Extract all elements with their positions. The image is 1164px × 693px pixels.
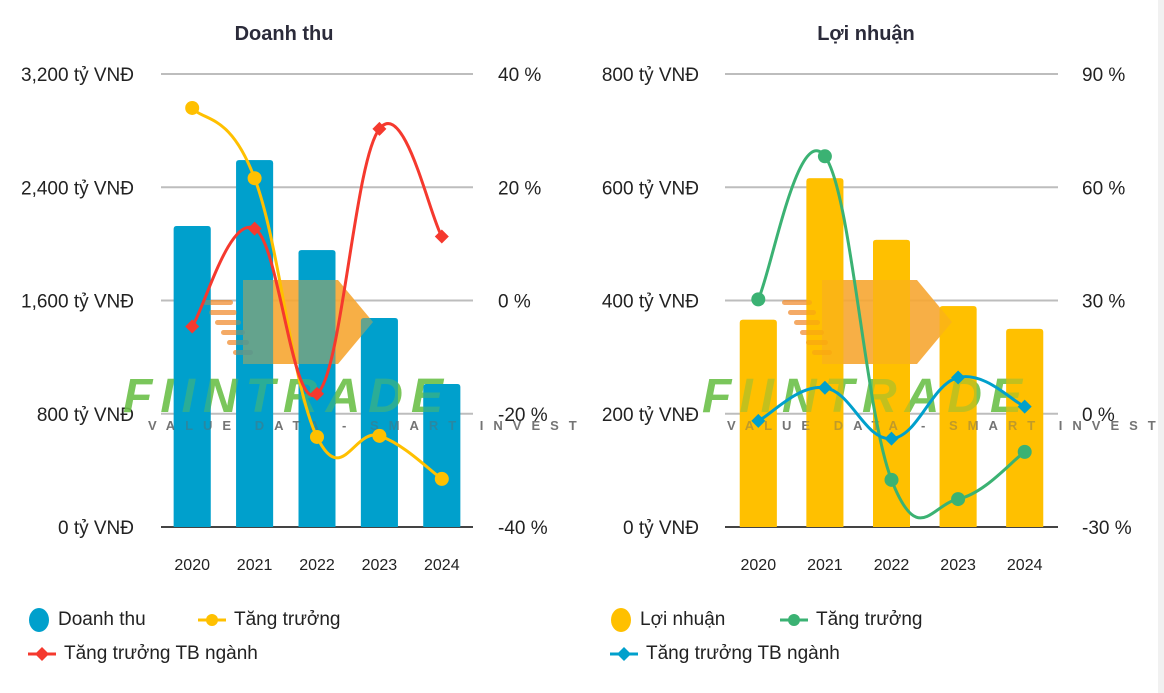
data-point[interactable] — [310, 386, 324, 401]
legend-label: Tăng trưởng TB ngành — [646, 643, 840, 664]
x-tick-label: 2023 — [362, 557, 398, 574]
legend-item[interactable]: Tăng trưởng TB ngành — [28, 641, 258, 667]
y-right-tick-label: 90 % — [1082, 65, 1125, 86]
legend-label: Tăng trưởng TB ngành — [64, 643, 258, 664]
legend-line-diamond-icon — [610, 647, 638, 661]
data-point[interactable] — [185, 100, 200, 115]
y-left-tick-label: 800 tỷ VNĐ — [37, 405, 134, 426]
y-left-tick-label: 0 tỷ VNĐ — [623, 518, 699, 539]
legend-item[interactable]: Tăng trưởng — [198, 607, 341, 633]
x-tick-label: 2021 — [237, 557, 273, 574]
bar-overlay — [173, 226, 211, 527]
data-point[interactable] — [1017, 399, 1032, 414]
bar-overlay — [939, 306, 977, 527]
data-point[interactable] — [372, 428, 387, 443]
legend-label: Tăng trưởng — [234, 609, 341, 630]
legend-item[interactable]: Tăng trưởng — [780, 607, 923, 633]
x-tick-label: 2024 — [1007, 557, 1043, 574]
y-left-tick-label: 400 tỷ VNĐ — [602, 292, 699, 313]
revenue-chart-panel: Doanh thu 0 tỷ VNĐ 800 tỷ VNĐ 1,600 tỷ VNĐ 2… — [0, 0, 580, 693]
chart-title: Lợi nhuận — [817, 23, 915, 45]
y-left-tick-label: 0 tỷ VNĐ — [58, 518, 134, 539]
y-right-tick-label: -40 % — [498, 518, 548, 539]
legend-label: Tăng trưởng — [816, 609, 923, 630]
data-point[interactable] — [817, 149, 832, 164]
watermark-dot — [782, 300, 812, 305]
data-point[interactable] — [434, 229, 449, 244]
profit-chart-panel: Lợi nhuận 0 tỷ VNĐ 200 tỷ VNĐ 400 tỷ VNĐ 600… — [582, 0, 1162, 693]
x-tick-label: 2024 — [424, 557, 460, 574]
data-point[interactable] — [951, 492, 966, 507]
bar-overlay — [806, 178, 844, 527]
y-right-tick-label: 60 % — [1082, 178, 1125, 199]
legend-label: Lợi nhuận — [640, 609, 726, 630]
data-point[interactable] — [247, 221, 262, 236]
profit-chart: Lợi nhuận 0 tỷ VNĐ 200 tỷ VNĐ 400 tỷ VNĐ 600… — [602, 23, 1156, 574]
x-tick-label: 2022 — [874, 557, 910, 574]
data-point[interactable] — [1017, 444, 1032, 459]
y-right-tick-label: 0 % — [1082, 405, 1115, 426]
watermark-brand: FIINTRADE — [123, 370, 451, 423]
x-tick-label: 2022 — [299, 557, 335, 574]
watermark-dot — [209, 310, 237, 315]
y-right-tick-label: 0 % — [498, 292, 531, 313]
y-left-tick-label: 1,600 tỷ VNĐ — [21, 292, 134, 313]
y-left-tick-label: 200 tỷ VNĐ — [602, 405, 699, 426]
data-point[interactable] — [434, 471, 449, 486]
data-point[interactable] — [185, 319, 200, 334]
bar-overlay — [236, 160, 274, 527]
x-tick-label: 2020 — [741, 557, 777, 574]
legend-label: Doanh thu — [58, 609, 146, 630]
legend-line-diamond-icon — [28, 647, 56, 661]
x-tick-label: 2021 — [807, 557, 843, 574]
y-left-tick-label: 800 tỷ VNĐ — [602, 65, 699, 86]
y-left-tick-label: 600 tỷ VNĐ — [602, 178, 699, 199]
watermark-dot — [215, 320, 241, 325]
legend-bar-icon — [29, 608, 49, 632]
data-point[interactable] — [884, 472, 899, 487]
legend-line-circle-icon — [780, 614, 808, 626]
bar-overlay — [360, 318, 398, 527]
bar-overlay — [1006, 328, 1044, 527]
data-point[interactable] — [372, 121, 387, 136]
data-point[interactable] — [817, 380, 832, 395]
data-point[interactable] — [951, 370, 966, 385]
data-point[interactable] — [751, 292, 766, 307]
bar-overlay — [423, 384, 461, 527]
scrollbar[interactable] — [1158, 0, 1164, 693]
data-point[interactable] — [751, 413, 766, 428]
x-tick-label: 2020 — [174, 557, 210, 574]
y-right-tick-label: -20 % — [498, 405, 548, 426]
y-right-tick-label: 40 % — [498, 65, 541, 86]
legend-item[interactable]: Lợi nhuận — [610, 607, 725, 633]
y-left-tick-label: 3,200 tỷ VNĐ — [21, 65, 134, 86]
y-right-tick-label: -30 % — [1082, 518, 1132, 539]
chart-title: Doanh thu — [235, 23, 334, 45]
legend-bar-icon — [611, 608, 631, 632]
legend-item[interactable]: Doanh thu — [28, 607, 146, 633]
data-point[interactable] — [247, 171, 262, 186]
y-right-tick-label: 20 % — [498, 178, 541, 199]
legend-line-circle-icon — [198, 614, 226, 626]
y-right-tick-label: 30 % — [1082, 292, 1125, 313]
data-point[interactable] — [884, 431, 899, 446]
bar-overlay — [873, 239, 910, 527]
legend-item[interactable]: Tăng trưởng TB ngành — [610, 641, 840, 667]
y-left-tick-label: 2,400 tỷ VNĐ — [21, 178, 134, 199]
data-point[interactable] — [310, 429, 324, 444]
x-tick-label: 2023 — [940, 557, 976, 574]
revenue-chart: Doanh thu 0 tỷ VNĐ 800 tỷ VNĐ 1,600 tỷ VNĐ 2… — [21, 23, 577, 574]
